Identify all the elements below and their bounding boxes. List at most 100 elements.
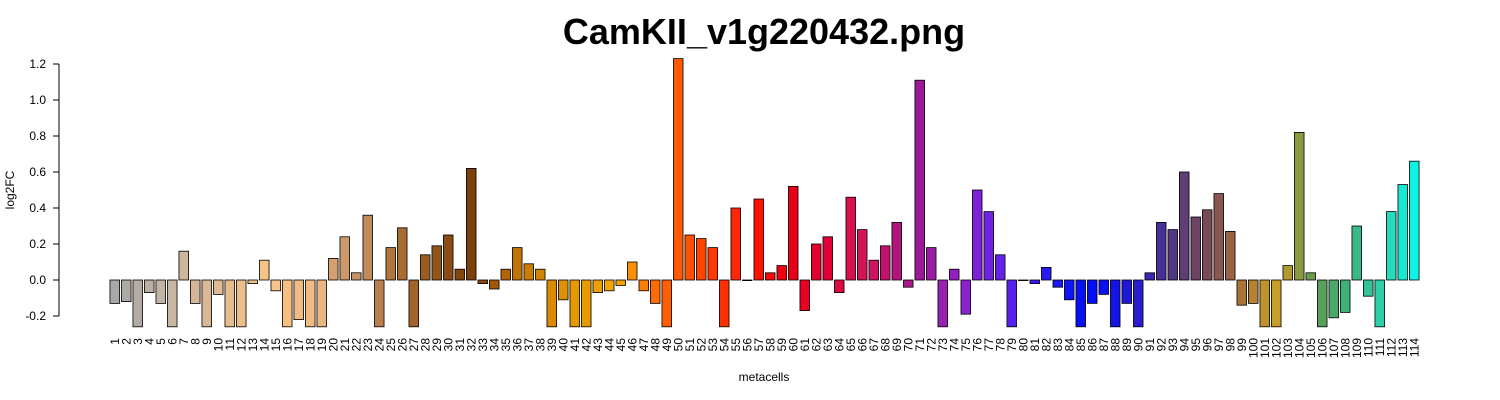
bar-metacell-107: [1328, 279, 1339, 319]
bar-metacell-69: [891, 221, 902, 281]
bar-metacell-15: [270, 279, 281, 292]
x-tick-label: 103: [1281, 338, 1295, 358]
x-tick-label: 82: [1039, 338, 1053, 352]
x-tick-label: 9: [200, 338, 214, 345]
bar-metacell-109: [1351, 225, 1362, 281]
bar-metacell-44: [604, 279, 615, 292]
bar-metacell-4: [144, 279, 155, 294]
x-tick-label: 14: [257, 338, 271, 352]
bar-metacell-41: [569, 279, 580, 328]
bar-metacell-97: [1213, 193, 1224, 281]
x-tick-label: 101: [1258, 338, 1272, 358]
x-tick-label: 60: [786, 338, 800, 352]
x-tick-label: 74: [947, 338, 961, 352]
bar-metacell-84: [1064, 279, 1075, 301]
x-tick-label: 113: [1396, 338, 1410, 357]
x-tick-label: 43: [591, 338, 605, 352]
x-tick-label: 99: [1235, 338, 1249, 352]
x-axis-label: metacells: [739, 370, 790, 384]
bar-metacell-27: [408, 279, 419, 328]
bar-metacell-89: [1121, 279, 1132, 304]
bar-metacell-33: [477, 279, 488, 284]
bar-metacell-108: [1340, 279, 1351, 313]
x-tick-label: 59: [775, 338, 789, 352]
x-tick-label: 50: [671, 338, 685, 352]
bar-metacell-83: [1052, 279, 1063, 288]
x-tick-label: 27: [407, 338, 421, 352]
x-tick-label: 63: [821, 338, 835, 352]
bar-metacell-101: [1259, 279, 1270, 328]
bar-metacell-26: [397, 227, 408, 281]
x-tick-label: 112: [1384, 338, 1398, 357]
bar-metacell-91: [1144, 272, 1155, 281]
bar-metacell-70: [903, 279, 914, 288]
x-tick-label: 57: [752, 338, 766, 352]
bar-metacell-76: [972, 189, 983, 281]
bar-metacell-6: [167, 279, 178, 328]
x-tick-labels: 1234567891011121314151617181920212223242…: [108, 338, 1422, 358]
bar-metacell-28: [420, 254, 431, 281]
bar-metacell-113: [1397, 184, 1408, 281]
x-tick-label: 87: [1097, 338, 1111, 352]
x-tick-label: 96: [1200, 338, 1214, 352]
bar-metacell-96: [1202, 209, 1213, 281]
bar-metacell-8: [190, 279, 201, 304]
x-tick-label: 22: [349, 338, 363, 352]
x-tick-label: 81: [1028, 338, 1042, 352]
bar-metacell-68: [880, 245, 891, 281]
bar-metacell-71: [914, 79, 925, 281]
bar-metacell-31: [454, 268, 465, 281]
x-tick-label: 40: [556, 338, 570, 352]
bar-metacell-93: [1167, 229, 1178, 281]
x-tick-label: 13: [246, 338, 260, 352]
bar-metacell-73: [937, 279, 948, 328]
x-tick-label: 31: [453, 338, 467, 352]
bar-metacell-90: [1133, 279, 1144, 328]
bar-metacell-92: [1156, 221, 1167, 281]
bars-group: [109, 58, 1420, 328]
x-tick-label: 10: [211, 338, 225, 352]
bar-metacell-65: [845, 196, 856, 281]
bar-metacell-78: [995, 254, 1006, 281]
x-tick-label: 29: [430, 338, 444, 352]
x-tick-label: 75: [959, 338, 973, 352]
x-tick-label: 89: [1120, 338, 1134, 352]
bar-metacell-56: [742, 279, 753, 282]
y-tick-label: 0.4: [29, 201, 46, 215]
bar-metacell-20: [328, 257, 339, 281]
x-tick-label: 37: [522, 338, 536, 352]
x-tick-label: 66: [855, 338, 869, 352]
x-tick-label: 92: [1154, 338, 1168, 352]
x-tick-label: 7: [177, 338, 191, 345]
x-tick-label: 52: [694, 338, 708, 352]
x-tick-label: 106: [1315, 338, 1329, 358]
bar-metacell-36: [512, 247, 523, 281]
x-tick-label: 5: [154, 338, 168, 345]
x-tick-label: 2: [119, 338, 133, 345]
bar-metacell-98: [1225, 230, 1236, 281]
bar-metacell-58: [765, 272, 776, 281]
x-tick-label: 109: [1350, 338, 1364, 358]
bar-metacell-52: [696, 238, 707, 281]
x-tick-label: 69: [890, 338, 904, 352]
x-tick-label: 16: [280, 338, 294, 352]
x-tick-label: 77: [982, 338, 996, 352]
bar-metacell-111: [1374, 279, 1385, 328]
bar-metacell-19: [316, 279, 327, 328]
bar-metacell-49: [661, 279, 672, 328]
x-tick-label: 79: [1005, 338, 1019, 352]
bar-metacell-77: [983, 211, 994, 281]
x-tick-label: 45: [614, 338, 628, 352]
bar-metacell-1: [109, 279, 120, 304]
bar-metacell-85: [1075, 279, 1086, 328]
x-tick-label: 65: [844, 338, 858, 352]
x-tick-label: 70: [901, 338, 915, 352]
x-tick-label: 94: [1177, 338, 1191, 352]
bar-metacell-48: [650, 279, 661, 304]
x-tick-label: 12: [234, 338, 248, 352]
x-tick-label: 83: [1051, 338, 1065, 352]
bar-metacell-100: [1248, 279, 1259, 304]
x-tick-label: 104: [1292, 338, 1306, 358]
x-tick-label: 28: [418, 338, 432, 352]
bar-metacell-75: [960, 279, 971, 315]
